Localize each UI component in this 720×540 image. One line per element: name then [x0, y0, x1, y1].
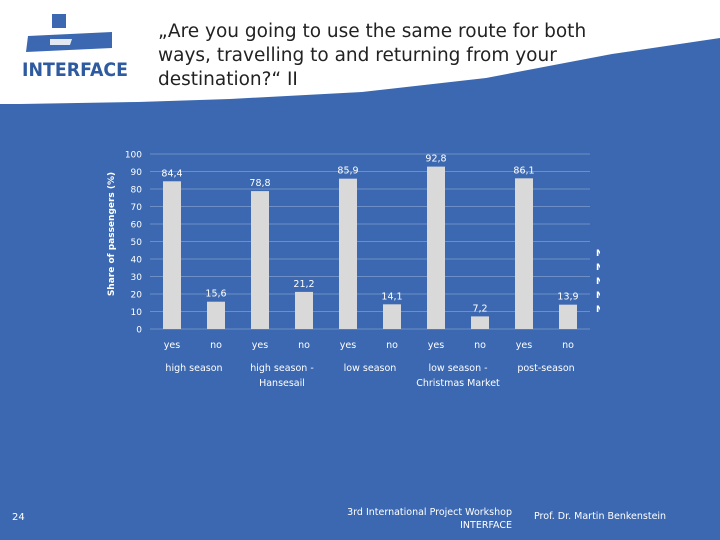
bar [251, 191, 269, 329]
y-tick-label: 60 [131, 221, 143, 231]
sample-size-annotations: NHs=487 NHsH=146 NNs=483 NNsW=195 NNa=144 [596, 249, 600, 316]
group-label: high season [165, 363, 222, 374]
interface-logo: INTERFACE [20, 12, 132, 82]
footer-workshop-line2: INTERFACE [460, 520, 512, 531]
group-label: low season - [428, 363, 487, 374]
y-tick-label: 30 [131, 273, 143, 283]
group-label: post-season [517, 363, 574, 374]
bar [295, 291, 313, 329]
bar [163, 181, 181, 329]
y-tick-label: 10 [131, 308, 143, 318]
sample-size-annotation: NNs=483 [596, 277, 600, 288]
x-tick-label: no [386, 340, 398, 351]
bar [515, 178, 533, 329]
sample-size-annotation: NHs=487 [596, 249, 600, 260]
value-label: 15,6 [205, 289, 226, 300]
logo-text: INTERFACE [22, 59, 128, 81]
y-tick-label: 90 [131, 168, 143, 178]
y-axis-label: Share of passengers (%) [107, 172, 117, 296]
y-tick-label: 20 [131, 291, 143, 301]
y-tick-labels: 0 10 20 30 40 50 60 70 80 90 100 [125, 151, 142, 336]
sample-size-annotation: NNa=144 [596, 305, 600, 316]
group-label: low season [344, 363, 397, 374]
slide-number: 24 [12, 512, 25, 523]
y-tick-label: 70 [131, 203, 143, 213]
group-label: Christmas Market [416, 378, 500, 389]
value-label: 86,1 [513, 165, 534, 176]
bar [207, 301, 225, 329]
value-label: 84,4 [161, 168, 182, 179]
value-label: 21,2 [293, 279, 314, 290]
x-tick-label: no [562, 340, 574, 351]
sample-size-annotation: NNsW=195 [596, 291, 600, 302]
x-tick-label: yes [428, 340, 444, 351]
value-label: 13,9 [557, 292, 578, 303]
x-tick-label: yes [340, 340, 356, 351]
blue-panel-shape [0, 38, 720, 540]
bar [383, 304, 401, 329]
value-label: 14,1 [381, 291, 402, 302]
x-tick-labels: yes no yes no yes no yes no yes no [164, 340, 574, 351]
x-tick-label: yes [252, 340, 268, 351]
group-labels: high season high season - Hansesail low sea… [165, 363, 574, 389]
y-tick-label: 40 [131, 256, 143, 266]
value-label: 78,8 [249, 178, 270, 189]
y-tick-label: 0 [136, 326, 142, 336]
footer-workshop-line1: 3rd International Project Workshop [347, 507, 512, 518]
group-label: Hansesail [259, 378, 305, 389]
y-tick-label: 50 [131, 238, 143, 248]
x-tick-label: no [298, 340, 310, 351]
x-tick-label: no [210, 340, 222, 351]
bar-chart: 0 10 20 30 40 50 60 70 80 90 100 Share of passenge… [107, 151, 600, 390]
value-label: 92,8 [425, 154, 446, 165]
x-tick-label: yes [164, 340, 180, 351]
bar [471, 316, 489, 329]
x-tick-label: no [474, 340, 486, 351]
slide-title: „Are you going to use the same route for… [158, 21, 587, 90]
footer-workshop: 3rd International Project Workshop INTER… [300, 506, 512, 532]
y-tick-label: 100 [125, 151, 142, 161]
y-tick-label: 80 [131, 186, 143, 196]
value-label: 7,2 [472, 303, 487, 314]
logo-graphic: INTERFACE [22, 14, 128, 81]
value-label: 85,9 [337, 166, 358, 177]
sample-size-annotation: NHsH=146 [596, 263, 600, 274]
x-tick-label: yes [516, 340, 532, 351]
bars [163, 166, 577, 329]
group-label: high season - [250, 363, 314, 374]
bar [559, 304, 577, 329]
value-labels: 84,4 15,6 78,8 21,2 85,9 14,1 92,8 7,2 86,1 13,9 [161, 154, 578, 315]
bar [339, 178, 357, 329]
bar [427, 166, 445, 329]
footer-author: Prof. Dr. Martin Benkenstein [534, 511, 667, 522]
